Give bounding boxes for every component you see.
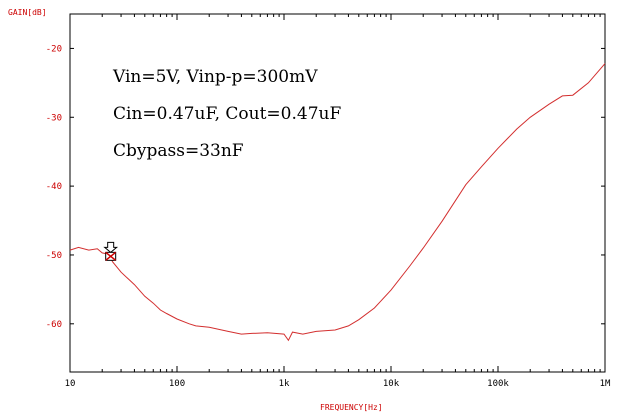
x-axis-title: FREQUENCY[Hz] bbox=[320, 403, 383, 412]
annotation-line: Cbypass=33nF bbox=[113, 141, 244, 161]
x-tick-label: 1M bbox=[600, 379, 611, 389]
x-tick-label: 100k bbox=[487, 379, 509, 389]
y-tick-label: -30 bbox=[46, 113, 62, 123]
annotation-line: Vin=5V, Vinp-p=300mV bbox=[112, 67, 318, 87]
annotation-line: Cin=0.47uF, Cout=0.47uF bbox=[113, 104, 341, 124]
y-axis-title: GAIN[dB] bbox=[8, 8, 47, 17]
x-tick-label: 1k bbox=[279, 379, 290, 389]
cursor-arrow-icon bbox=[105, 242, 117, 252]
test-conditions: Vin=5V, Vinp-p=300mV Cin=0.47uF, Cout=0.4… bbox=[112, 67, 341, 161]
y-tick-label: -50 bbox=[46, 251, 62, 261]
y-tick-label: -60 bbox=[46, 320, 62, 330]
y-tick-label: -40 bbox=[46, 182, 62, 192]
x-tick-label: 10k bbox=[383, 379, 400, 389]
y-tick-label: -20 bbox=[46, 44, 62, 54]
y-axis: -20 -30 -40 -50 -60 bbox=[46, 44, 605, 329]
x-tick-label: 100 bbox=[169, 379, 185, 389]
cursor-marker[interactable] bbox=[105, 242, 117, 260]
x-tick-label: 10 bbox=[65, 379, 76, 389]
